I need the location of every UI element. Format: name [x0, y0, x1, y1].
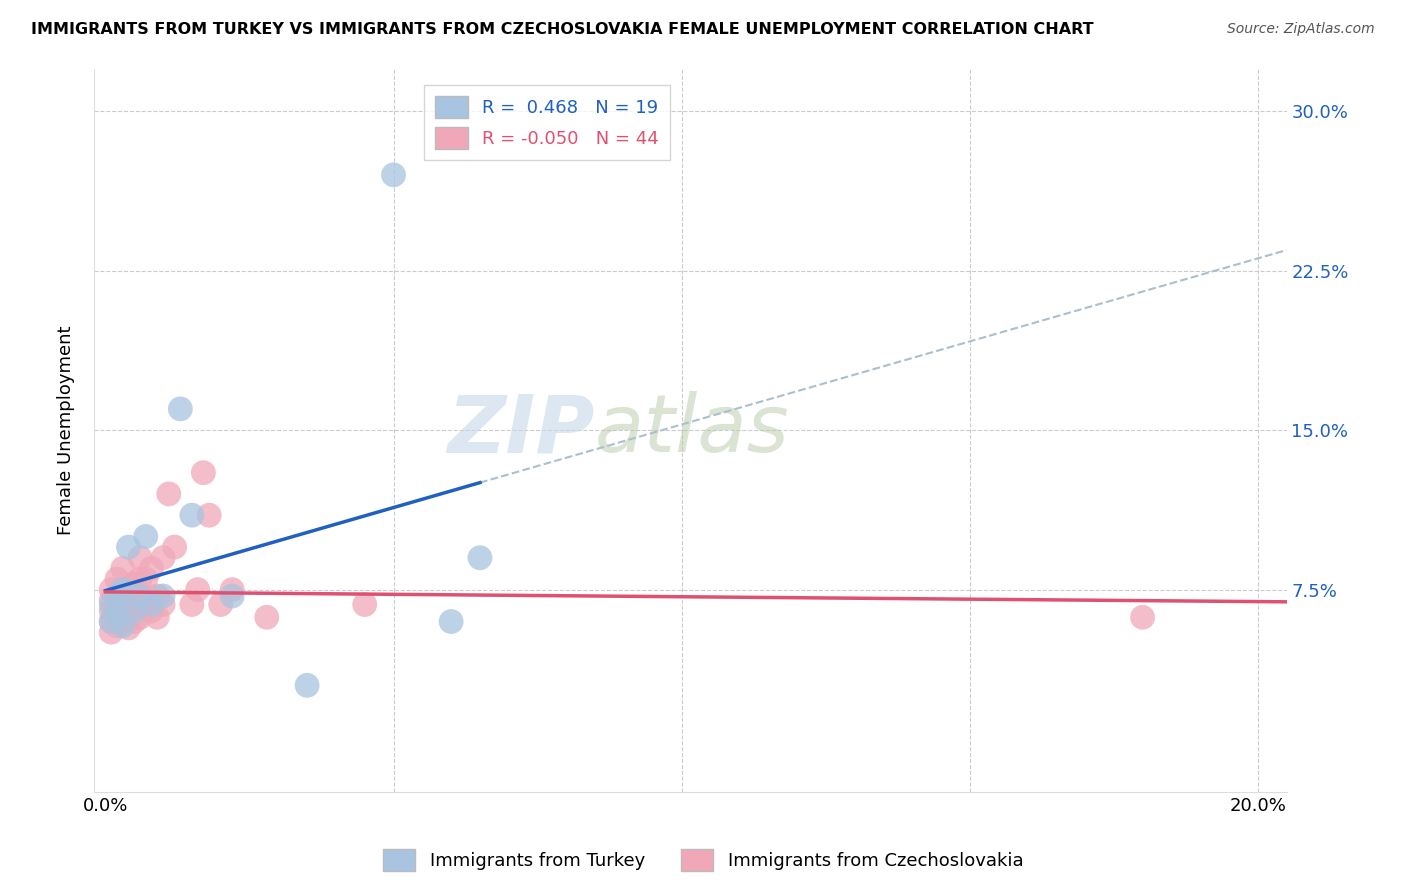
- Point: [100, 615, 122, 629]
- Point: [1132, 610, 1154, 624]
- Point: [193, 466, 215, 480]
- Point: [122, 576, 145, 591]
- Point: [180, 598, 202, 612]
- Text: atlas: atlas: [595, 391, 790, 469]
- Point: [135, 598, 157, 612]
- Point: [157, 487, 180, 501]
- Point: [256, 610, 278, 624]
- Point: [129, 610, 152, 624]
- Point: [105, 608, 128, 623]
- Point: [198, 508, 221, 523]
- Legend: Immigrants from Turkey, Immigrants from Czechoslovakia: Immigrants from Turkey, Immigrants from …: [375, 842, 1031, 879]
- Point: [111, 598, 134, 612]
- Point: [105, 598, 128, 612]
- Point: [152, 589, 174, 603]
- Point: [146, 589, 169, 603]
- Point: [111, 561, 134, 575]
- Point: [135, 529, 157, 543]
- Point: [209, 598, 232, 612]
- Point: [129, 572, 152, 586]
- Point: [100, 598, 122, 612]
- Point: [152, 550, 174, 565]
- Point: [100, 593, 122, 607]
- Point: [105, 589, 128, 603]
- Point: [122, 615, 145, 629]
- Point: [117, 604, 139, 618]
- Point: [152, 598, 174, 612]
- Text: Source: ZipAtlas.com: Source: ZipAtlas.com: [1227, 22, 1375, 37]
- Point: [105, 589, 128, 603]
- Text: IMMIGRANTS FROM TURKEY VS IMMIGRANTS FROM CZECHOSLOVAKIA FEMALE UNEMPLOYMENT COR: IMMIGRANTS FROM TURKEY VS IMMIGRANTS FRO…: [31, 22, 1094, 37]
- Legend: R =  0.468   N = 19, R = -0.050   N = 44: R = 0.468 N = 19, R = -0.050 N = 44: [425, 85, 669, 160]
- Point: [111, 589, 134, 603]
- Point: [129, 550, 152, 565]
- Point: [146, 610, 169, 624]
- Point: [111, 615, 134, 629]
- Point: [105, 608, 128, 623]
- Point: [117, 621, 139, 635]
- Y-axis label: Female Unemployment: Female Unemployment: [58, 326, 75, 535]
- Point: [135, 572, 157, 586]
- Point: [105, 619, 128, 633]
- Point: [100, 615, 122, 629]
- Point: [129, 593, 152, 607]
- Point: [180, 508, 202, 523]
- Point: [141, 561, 163, 575]
- Point: [221, 589, 243, 603]
- Point: [111, 582, 134, 597]
- Point: [117, 540, 139, 554]
- Point: [105, 572, 128, 586]
- Point: [122, 604, 145, 618]
- Point: [100, 582, 122, 597]
- Point: [163, 540, 186, 554]
- Point: [187, 582, 209, 597]
- Point: [221, 582, 243, 597]
- Point: [111, 619, 134, 633]
- Text: ZIP: ZIP: [447, 391, 595, 469]
- Point: [100, 604, 122, 618]
- Point: [122, 598, 145, 612]
- Point: [382, 168, 405, 182]
- Point: [141, 604, 163, 618]
- Point: [129, 589, 152, 603]
- Point: [295, 678, 318, 692]
- Point: [169, 401, 191, 416]
- Point: [440, 615, 463, 629]
- Point: [141, 598, 163, 612]
- Point: [100, 625, 122, 640]
- Point: [117, 589, 139, 603]
- Point: [111, 604, 134, 618]
- Point: [468, 550, 491, 565]
- Point: [353, 598, 375, 612]
